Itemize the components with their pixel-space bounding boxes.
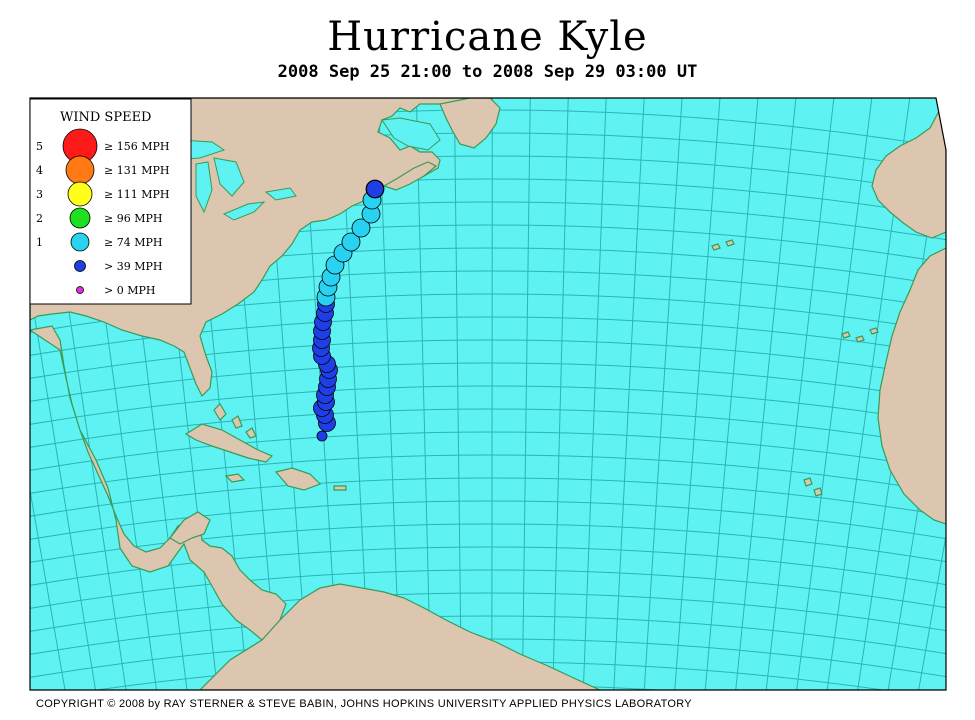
- longitude-line: [643, 98, 683, 690]
- legend-marker: [76, 286, 84, 294]
- lake-michigan: [195, 161, 213, 214]
- land-south-america: [198, 583, 601, 690]
- gulf-st-lawrence: [381, 117, 441, 151]
- legend-entry: > 0 MPH: [76, 284, 155, 297]
- track-point: [351, 218, 371, 238]
- longitude-line: [794, 98, 873, 690]
- copyright-notice: COPYRIGHT © 2008 by RAY STERNER & STEVE …: [36, 698, 692, 710]
- legend-entry: > 39 MPH: [74, 260, 162, 273]
- longitude-line: [30, 98, 68, 690]
- latitude-line: [30, 477, 946, 519]
- legend-entry: 1 ≥ 74 MPH: [36, 232, 162, 252]
- legend-label: ≥ 156 MPH: [104, 140, 169, 153]
- latitude-line: [30, 431, 946, 473]
- land-azores: [711, 239, 735, 251]
- legend-marker: [69, 207, 91, 229]
- land-bahamas: [213, 403, 257, 439]
- legend-label: ≥ 96 MPH: [104, 212, 162, 225]
- track-point: [366, 180, 384, 198]
- legend-category: 1: [36, 236, 43, 249]
- legend-label: > 0 MPH: [104, 284, 155, 297]
- longitude-line: [612, 98, 645, 690]
- land-jamaica: [224, 473, 246, 483]
- longitude-line: [453, 98, 462, 690]
- track-point: [316, 430, 328, 442]
- legend-entry: 4 ≥ 131 MPH: [36, 155, 169, 185]
- longitude-line: [552, 98, 569, 690]
- land-cape-verde: [803, 477, 823, 497]
- legend-category: 3: [36, 188, 43, 201]
- legend-label: ≥ 111 MPH: [104, 188, 169, 201]
- legend-marker: [67, 181, 93, 207]
- latitude-line: [30, 569, 946, 611]
- land-canaries: [841, 327, 879, 343]
- land-newfoundland: [439, 98, 501, 149]
- legend-marker: [65, 155, 95, 185]
- latitude-line: [30, 615, 946, 657]
- latitude-line: [30, 362, 946, 404]
- legend-label: > 39 MPH: [104, 260, 162, 273]
- lake-erie: [222, 201, 266, 221]
- legend-entry: 3 ≥ 111 MPH: [36, 181, 169, 207]
- land-yucatan: [169, 511, 211, 545]
- lake-huron: [213, 157, 245, 197]
- legend-marker: [70, 232, 90, 252]
- legend-entry: 5 ≥ 156 MPH: [36, 128, 169, 164]
- latitude-line: [30, 500, 946, 542]
- latitude-line: [30, 592, 946, 634]
- longitude-line: [673, 98, 721, 690]
- legend-box: [29, 98, 192, 305]
- longitude-line: [703, 98, 759, 690]
- longitude-line: [734, 98, 797, 690]
- land-mexico-central-america: [30, 325, 287, 641]
- legend-category: 5: [36, 140, 43, 153]
- land-puerto-rico: [333, 485, 347, 491]
- legend-marker: [74, 260, 86, 272]
- legend-category: 4: [36, 164, 43, 177]
- longitude-line: [947, 98, 975, 700]
- map-title: Hurricane Kyle: [327, 14, 648, 60]
- map-subtitle: 2008 Sep 25 21:00 to 2008 Sep 29 03:00 U…: [277, 62, 698, 82]
- legend-label: ≥ 74 MPH: [104, 236, 162, 249]
- longitude-line: [764, 98, 835, 690]
- longitude-line: [916, 98, 946, 690]
- storm-track: [312, 179, 385, 442]
- legend-title: WIND SPEED: [60, 110, 151, 125]
- legend-entry: 2 ≥ 96 MPH: [36, 207, 162, 229]
- land-africa: [877, 247, 946, 525]
- latitude-line: [30, 638, 946, 680]
- latitude-line: [30, 408, 946, 450]
- land-cuba: [184, 423, 274, 463]
- land-iberia: [871, 98, 946, 239]
- lake-ontario: [264, 187, 297, 201]
- wind-speed-legend: WIND SPEED 5 ≥ 156 MPH 4 ≥ 131 MPH 3 ≥ 111 MP…: [29, 98, 192, 305]
- latitude-line: [30, 339, 946, 381]
- land-nova-scotia: [382, 161, 438, 191]
- longitude-line: [582, 98, 607, 690]
- longitude-line: [521, 98, 531, 690]
- latitude-line: [30, 523, 946, 565]
- legend-label: ≥ 131 MPH: [104, 164, 169, 177]
- longitude-line: [415, 98, 432, 690]
- track-point: [341, 232, 361, 252]
- longitude-line: [30, 98, 98, 690]
- legend-category: 2: [36, 212, 43, 225]
- land-hispaniola: [274, 467, 322, 491]
- latitude-line: [30, 385, 946, 427]
